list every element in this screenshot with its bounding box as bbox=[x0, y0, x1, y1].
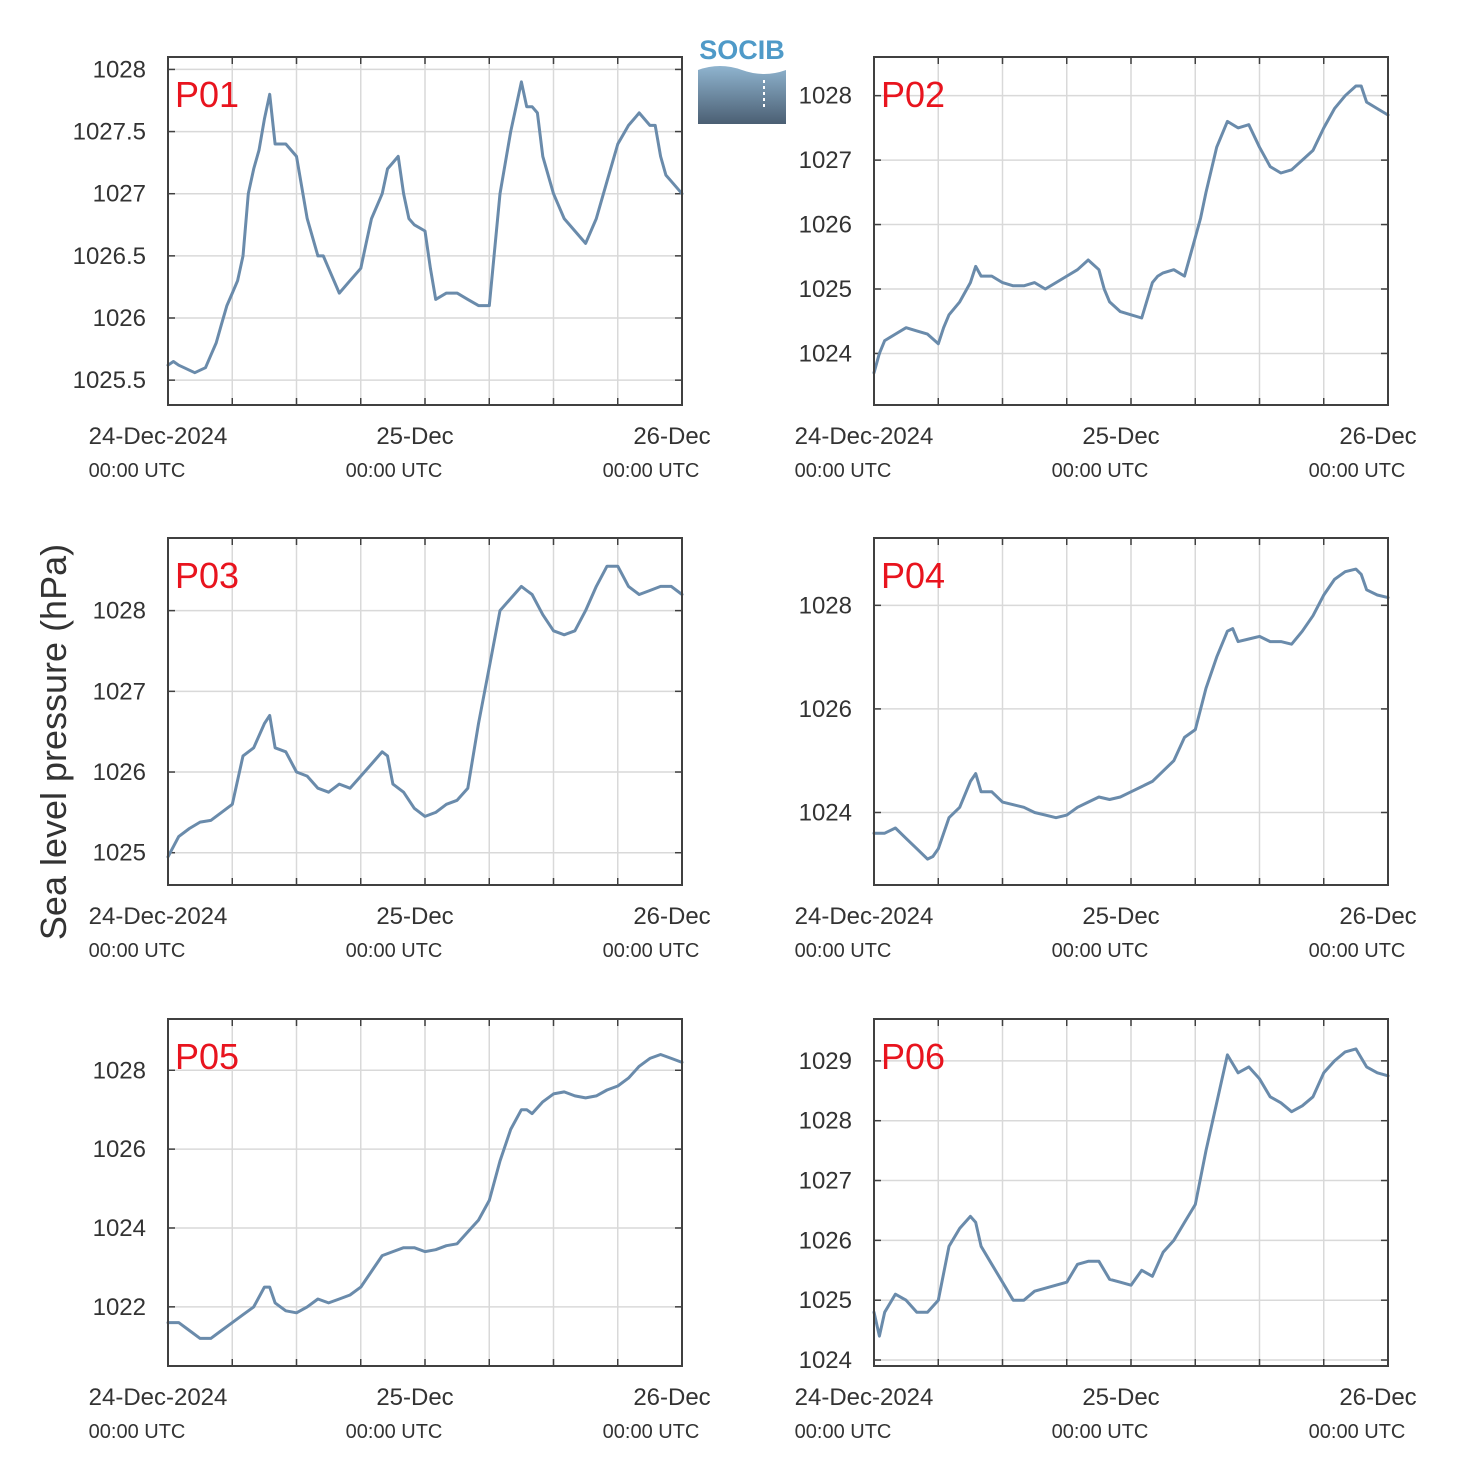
plot-frame bbox=[873, 537, 1389, 886]
plot-frame bbox=[873, 56, 1389, 406]
panels: 1025.5 1026 1026.5 1027 1027.5 1028 24-Dec-202… bbox=[73, 56, 1417, 1443]
y-tick-label: 1026 bbox=[799, 212, 852, 239]
x-tick-label: 25-Dec bbox=[376, 903, 453, 930]
x-tick-sublabel: 00:00 UTC bbox=[89, 1421, 186, 1443]
x-tick-sublabel: 00:00 UTC bbox=[795, 460, 892, 482]
y-tick-label: 1024 bbox=[799, 1347, 852, 1374]
series-line-p06 bbox=[872, 1047, 1390, 1338]
x-tick-label: 26-Dec bbox=[633, 1384, 710, 1411]
y-axis-label: Sea level pressure (hPa) bbox=[33, 544, 74, 940]
y-tick-label: 1028 bbox=[93, 56, 146, 83]
logo-text: SOCIB bbox=[699, 35, 785, 65]
x-tick-sublabel: 00:00 UTC bbox=[89, 460, 186, 482]
y-tick-label: 1028 bbox=[93, 1057, 146, 1084]
panel-label: P02 bbox=[881, 74, 945, 115]
y-tick-label: 1026 bbox=[799, 1227, 852, 1254]
x-tick-sublabel: 00:00 UTC bbox=[346, 1421, 443, 1443]
y-tick-label: 1024 bbox=[93, 1215, 146, 1242]
x-tick-label: 25-Dec bbox=[1082, 1384, 1159, 1411]
series-line-p03 bbox=[166, 564, 684, 859]
panel-label: P04 bbox=[881, 555, 945, 596]
panel-p06: 1024 1025 1026 1027 1028 1029 24-Dec-2024 00:00… bbox=[795, 1018, 1417, 1443]
panel-label: P01 bbox=[175, 74, 239, 115]
socib-logo: SOCIB bbox=[698, 35, 786, 124]
y-tick-label: 1028 bbox=[799, 1108, 852, 1135]
x-tick-sublabel: 00:00 UTC bbox=[603, 940, 700, 962]
y-tick-label: 1028 bbox=[799, 592, 852, 619]
x-tick-label: 24-Dec-2024 bbox=[795, 903, 934, 930]
x-tick-sublabel: 00:00 UTC bbox=[346, 940, 443, 962]
y-tick-label: 1022 bbox=[93, 1294, 146, 1321]
x-tick-sublabel: 00:00 UTC bbox=[603, 1421, 700, 1443]
plot-frame bbox=[167, 1018, 683, 1367]
y-tick-label: 1029 bbox=[799, 1048, 852, 1075]
x-tick-sublabel: 00:00 UTC bbox=[346, 460, 443, 482]
x-tick-sublabel: 00:00 UTC bbox=[795, 940, 892, 962]
y-tick-label: 1024 bbox=[799, 799, 852, 826]
plot-frame bbox=[873, 1018, 1389, 1367]
x-tick-label: 24-Dec-2024 bbox=[89, 423, 228, 450]
y-tick-label: 1026 bbox=[799, 696, 852, 723]
x-tick-sublabel: 00:00 UTC bbox=[1052, 1421, 1149, 1443]
panel-label: P05 bbox=[175, 1036, 239, 1077]
panel-p04: 1024 1026 1028 24-Dec-2024 00:00 UTC 25-Dec 00… bbox=[795, 537, 1417, 962]
y-tick-label: 1025 bbox=[799, 276, 852, 303]
y-tick-label: 1028 bbox=[799, 83, 852, 110]
x-tick-sublabel: 00:00 UTC bbox=[1309, 1421, 1406, 1443]
y-tick-label: 1027 bbox=[799, 147, 852, 174]
panel-p01: 1025.5 1026 1026.5 1027 1027.5 1028 24-Dec-202… bbox=[73, 56, 711, 482]
x-tick-label: 26-Dec bbox=[1339, 423, 1416, 450]
x-tick-sublabel: 00:00 UTC bbox=[89, 940, 186, 962]
y-tick-label: 1028 bbox=[93, 598, 146, 625]
plot-frame bbox=[167, 537, 683, 886]
x-tick-label: 25-Dec bbox=[376, 423, 453, 450]
x-tick-label: 24-Dec-2024 bbox=[795, 423, 934, 450]
y-tick-label: 1027 bbox=[93, 181, 146, 208]
y-tick-label: 1026 bbox=[93, 1136, 146, 1163]
panel-label: P03 bbox=[175, 555, 239, 596]
x-tick-label: 24-Dec-2024 bbox=[89, 903, 228, 930]
plot-frame bbox=[167, 56, 683, 406]
series-line-p05 bbox=[166, 1053, 684, 1340]
logo-wave-icon bbox=[698, 66, 786, 124]
x-tick-label: 26-Dec bbox=[633, 423, 710, 450]
panel-p02: 1024 1025 1026 1027 1028 24-Dec-2024 00:00 UTC… bbox=[795, 56, 1417, 482]
x-tick-label: 24-Dec-2024 bbox=[795, 1384, 934, 1411]
x-tick-label: 26-Dec bbox=[633, 903, 710, 930]
x-tick-label: 24-Dec-2024 bbox=[89, 1384, 228, 1411]
panel-p03: 1025 1026 1027 1028 24-Dec-2024 00:00 UTC 25-D… bbox=[89, 537, 711, 962]
x-tick-label: 25-Dec bbox=[1082, 903, 1159, 930]
panel-label: P06 bbox=[881, 1036, 945, 1077]
series-line-p02 bbox=[872, 84, 1390, 375]
y-tick-label: 1026 bbox=[93, 759, 146, 786]
x-tick-label: 26-Dec bbox=[1339, 903, 1416, 930]
y-tick-label: 1025 bbox=[799, 1287, 852, 1314]
y-tick-label: 1027 bbox=[799, 1168, 852, 1195]
x-tick-label: 25-Dec bbox=[376, 1384, 453, 1411]
x-tick-label: 26-Dec bbox=[1339, 1384, 1416, 1411]
y-tick-label: 1025.5 bbox=[73, 367, 146, 394]
y-tick-label: 1024 bbox=[799, 340, 852, 367]
x-tick-sublabel: 00:00 UTC bbox=[795, 1421, 892, 1443]
y-tick-label: 1027.5 bbox=[73, 119, 146, 146]
x-tick-label: 25-Dec bbox=[1082, 423, 1159, 450]
y-tick-label: 1027 bbox=[93, 678, 146, 705]
y-tick-label: 1026 bbox=[93, 305, 146, 332]
series-line-p01 bbox=[166, 80, 684, 375]
x-tick-sublabel: 00:00 UTC bbox=[1052, 940, 1149, 962]
series-line-p04 bbox=[872, 567, 1390, 861]
panel-p05: 1022 1024 1026 1028 24-Dec-2024 00:00 UTC 25-D… bbox=[89, 1018, 711, 1443]
x-tick-sublabel: 00:00 UTC bbox=[1052, 460, 1149, 482]
y-tick-label: 1026.5 bbox=[73, 243, 146, 270]
x-tick-sublabel: 00:00 UTC bbox=[1309, 940, 1406, 962]
x-tick-sublabel: 00:00 UTC bbox=[1309, 460, 1406, 482]
x-tick-sublabel: 00:00 UTC bbox=[603, 460, 700, 482]
y-tick-label: 1025 bbox=[93, 840, 146, 867]
